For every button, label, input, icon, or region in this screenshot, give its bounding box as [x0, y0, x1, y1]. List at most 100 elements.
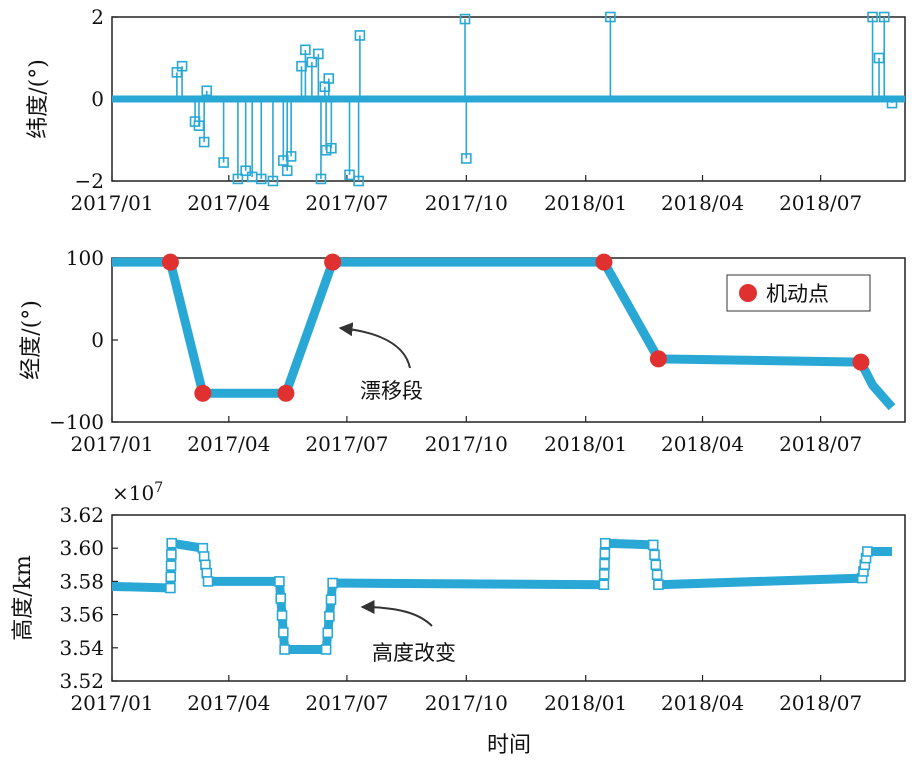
latitude-point: [232, 173, 244, 185]
latitude-point: [306, 56, 318, 68]
altitude-transition-point: [650, 559, 662, 571]
altitude-transition-point: [599, 537, 611, 549]
alt-ylabel: 高度/km: [11, 555, 36, 641]
x-tick-label: 2017/07: [305, 191, 388, 215]
drift-arrow: [338, 322, 411, 369]
y-tick-label: −2: [75, 169, 104, 193]
latitude-point: [461, 153, 472, 164]
y-tick-label: 3.62: [59, 503, 104, 527]
latitude-point: [323, 73, 335, 84]
x-tick-label: 2018/07: [779, 191, 862, 215]
lat-ylabel: 纬度/(°): [26, 59, 51, 139]
altitude-transition-point: [327, 577, 338, 589]
latitude-point: [281, 165, 293, 177]
alt-plot-frame: [111, 514, 906, 682]
altitude-transition-point: [202, 576, 214, 587]
x-tick-label: 2018/01: [544, 691, 627, 715]
x-tick-label: 2017/07: [305, 691, 388, 715]
y-tick-label: 3.60: [59, 536, 104, 560]
latitude-point: [605, 11, 616, 23]
y-tick-label: 100: [66, 246, 104, 270]
latitude-point: [176, 60, 188, 72]
altitude-transition-point: [598, 579, 610, 591]
maneuver-point: [595, 253, 613, 271]
x-tick-label: 2018/01: [544, 432, 627, 456]
x-tick-label: 2017/10: [425, 432, 508, 456]
latitude-point: [326, 142, 337, 154]
latitude-point: [198, 136, 210, 148]
maneuver-point: [161, 253, 179, 271]
altitude-arrow: [360, 600, 433, 627]
altitude-transition-point: [274, 576, 285, 587]
x-tick-label: 2017/07: [305, 432, 388, 456]
altitude-transition-point: [325, 594, 337, 605]
latitude-point: [878, 11, 890, 23]
altitude-transition-point: [599, 558, 610, 570]
altitude-transition-point: [166, 549, 177, 560]
x-tick-label: 2017/04: [187, 691, 270, 715]
altitude-transition-point: [165, 571, 177, 583]
legend-maneuver-marker: [739, 284, 757, 302]
altitude-transition-point: [165, 582, 176, 594]
y-tick-label: 0: [91, 87, 104, 111]
altitude-series: [111, 537, 893, 654]
y-tick-label: 3.58: [59, 569, 104, 593]
y-tick-label: 3.52: [59, 669, 104, 693]
alt-scale-factor: ×107: [112, 480, 163, 505]
altitude-transition-point: [653, 579, 664, 591]
x-tick-label: 2017/04: [187, 432, 270, 456]
latitude-point: [459, 13, 471, 25]
y-tick-label: −100: [49, 410, 104, 434]
x-tick-label: 2018/07: [779, 691, 862, 715]
y-tick-label: 2: [91, 5, 104, 29]
x-axis-title: 时间: [487, 733, 531, 758]
alt-scale-base: ×10: [112, 481, 154, 505]
altitude-transition-point: [647, 539, 659, 551]
latitude-point: [285, 151, 297, 162]
latitude-point: [240, 165, 251, 177]
x-tick-label: 2017/01: [70, 191, 153, 215]
latitude-point: [218, 157, 229, 168]
y-tick-label: 3.54: [59, 636, 104, 660]
latitude-point: [867, 11, 878, 23]
x-tick-label: 2018/04: [661, 691, 744, 715]
altitude-transition-point: [862, 546, 873, 557]
x-tick-label: 2017/10: [425, 191, 508, 215]
altitude-transition-point: [322, 627, 334, 639]
x-tick-label: 2017/01: [70, 432, 153, 456]
lon-ylabel: 经度/(°): [19, 300, 44, 380]
x-tick-label: 2018/04: [661, 191, 744, 215]
latitude-point: [255, 173, 267, 185]
latitude-point: [353, 175, 364, 187]
y-tick-label: 3.56: [59, 603, 104, 627]
maneuver-point: [324, 253, 342, 271]
latitude-point: [267, 175, 279, 187]
legend-label: 机动点: [766, 282, 829, 306]
altitude-transition-point: [598, 569, 610, 580]
latitude-point: [300, 44, 311, 56]
x-tick-label: 2017/10: [425, 691, 508, 715]
altitude-transition-point: [651, 569, 663, 581]
maneuver-point: [194, 384, 212, 402]
altitude-transition-point: [599, 548, 611, 559]
latitude-point: [354, 30, 366, 41]
x-tick-label: 2018/04: [661, 432, 744, 456]
longitude-series: [112, 257, 896, 411]
altitude-transition-point: [320, 644, 332, 655]
altitude-transition-point: [165, 560, 177, 571]
maneuver-point: [277, 384, 295, 402]
maneuver-point: [852, 353, 870, 371]
x-tick-label: 2017/04: [187, 191, 270, 215]
altitude-transition-point: [324, 610, 335, 622]
altitude-transition-point: [166, 537, 178, 549]
altitude-transition-point: [649, 549, 660, 561]
latitude-point: [344, 169, 355, 181]
altitude-transition-point: [275, 593, 287, 604]
altitude-annotation: 高度改变: [372, 641, 456, 665]
latitude-point: [886, 97, 898, 109]
latitude-point: [201, 85, 213, 97]
maneuver-point: [649, 350, 667, 368]
alt-scale-exp: 7: [154, 480, 163, 496]
